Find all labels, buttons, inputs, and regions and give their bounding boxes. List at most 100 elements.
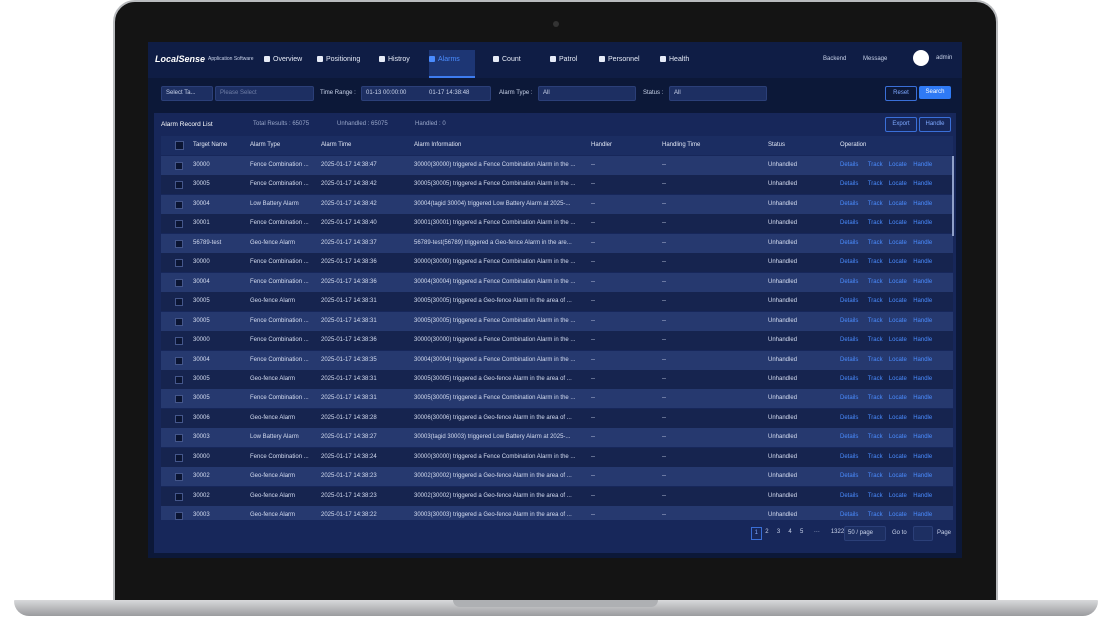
table-row[interactable]: 30005 Geo-fence Alarm 2025-01-17 14:38:31 3… bbox=[161, 369, 953, 389]
nav-item[interactable]: Histroy bbox=[388, 56, 410, 63]
operation-link[interactable]: Track bbox=[867, 512, 883, 519]
operation-link[interactable]: Track bbox=[867, 162, 883, 168]
operation-link[interactable]: Details bbox=[840, 337, 859, 344]
page-button[interactable]: 2 bbox=[765, 529, 769, 535]
operation-link[interactable]: Locate bbox=[888, 395, 907, 402]
operation-link[interactable]: Locate bbox=[888, 181, 907, 188]
row-checkbox[interactable] bbox=[175, 317, 183, 326]
nav-item[interactable]: Health bbox=[669, 56, 690, 63]
operation-link[interactable]: Track bbox=[867, 317, 883, 324]
page-button[interactable]: ··· bbox=[813, 529, 820, 535]
operation-link[interactable]: Locate bbox=[888, 200, 907, 207]
operation-link[interactable]: Locate bbox=[888, 414, 907, 421]
row-checkbox[interactable] bbox=[175, 239, 183, 248]
row-checkbox[interactable] bbox=[175, 414, 183, 423]
row-checkbox[interactable] bbox=[175, 298, 183, 307]
operation-link[interactable]: Locate bbox=[888, 473, 907, 480]
user[interactable]: admin bbox=[936, 55, 953, 61]
operation-link[interactable]: Locate bbox=[888, 278, 907, 285]
nav-item[interactable]: Personnel bbox=[608, 56, 640, 63]
row-checkbox[interactable] bbox=[175, 200, 183, 209]
operation-link[interactable]: Details bbox=[840, 453, 859, 460]
page-size-select[interactable] bbox=[844, 526, 886, 541]
row-checkbox[interactable] bbox=[175, 375, 183, 384]
page-button[interactable]: 3 bbox=[776, 529, 781, 535]
operation-link[interactable]: Track bbox=[867, 395, 883, 402]
operation-link[interactable]: Track bbox=[867, 434, 883, 441]
row-checkbox[interactable] bbox=[175, 473, 183, 482]
operation-link[interactable]: Locate bbox=[888, 239, 907, 246]
page-button[interactable]: 5 bbox=[800, 529, 804, 535]
operation-link[interactable]: Locate bbox=[888, 220, 907, 227]
operation-link[interactable]: Track bbox=[867, 473, 883, 480]
operation-link[interactable]: Details bbox=[840, 356, 859, 363]
operation-link[interactable]: Track bbox=[867, 200, 883, 207]
operation-link[interactable]: Details bbox=[840, 181, 859, 188]
operation-link[interactable]: Handle bbox=[913, 434, 933, 441]
operation-link[interactable]: Locate bbox=[888, 492, 907, 499]
row-checkbox[interactable] bbox=[175, 356, 183, 365]
nav-item[interactable]: Overview bbox=[273, 56, 303, 63]
operation-link[interactable]: Details bbox=[840, 239, 859, 246]
row-checkbox[interactable] bbox=[175, 453, 183, 462]
row-checkbox[interactable] bbox=[175, 181, 183, 190]
operation-link[interactable]: Details bbox=[840, 473, 859, 480]
operation-link[interactable]: Track bbox=[867, 453, 883, 460]
operation-link[interactable]: Track bbox=[867, 298, 883, 305]
page-button[interactable]: 4 bbox=[788, 529, 792, 535]
operation-link[interactable]: Track bbox=[867, 356, 883, 363]
operation-link[interactable]: Handle bbox=[913, 375, 933, 382]
operation-link[interactable]: Locate bbox=[888, 512, 907, 519]
row-checkbox[interactable] bbox=[175, 337, 183, 346]
row-checkbox[interactable] bbox=[175, 395, 183, 404]
table-row[interactable]: 30005 Fence Combination ... 2025-01-17 14:… bbox=[161, 311, 953, 331]
handle-button[interactable]: Handle bbox=[919, 117, 951, 132]
operation-link[interactable]: Handle bbox=[913, 181, 933, 188]
table-row[interactable]: 30006 Geo-fence Alarm 2025-01-17 14:38:28 3… bbox=[161, 408, 953, 428]
operation-link[interactable]: Locate bbox=[888, 356, 907, 363]
tag-input[interactable] bbox=[215, 86, 314, 101]
message[interactable]: Message bbox=[863, 56, 888, 62]
table-row[interactable]: 30000 Fence Combination ... 2025-01-17 14:… bbox=[161, 447, 953, 467]
operation-link[interactable]: Details bbox=[840, 220, 859, 227]
operation-link[interactable]: Locate bbox=[888, 317, 907, 324]
operation-link[interactable]: Details bbox=[840, 259, 859, 266]
operation-link[interactable]: Handle bbox=[913, 298, 933, 305]
goto-input[interactable] bbox=[913, 526, 933, 541]
table-row[interactable]: 30002 Geo-fence Alarm 2025-01-17 14:38:23 3… bbox=[161, 486, 953, 506]
avatar[interactable] bbox=[913, 50, 929, 66]
row-checkbox[interactable] bbox=[175, 162, 183, 170]
operation-link[interactable]: Track bbox=[867, 239, 883, 246]
operation-link[interactable]: Handle bbox=[913, 259, 933, 266]
operation-link[interactable]: Track bbox=[867, 375, 883, 382]
operation-link[interactable]: Handle bbox=[913, 395, 933, 402]
operation-link[interactable]: Handle bbox=[913, 317, 933, 324]
operation-link[interactable]: Details bbox=[840, 434, 859, 441]
row-checkbox[interactable] bbox=[175, 492, 183, 501]
table-row[interactable]: 30001 Fence Combination ... 2025-01-17 14:… bbox=[161, 214, 953, 234]
table-row[interactable]: 30005 Fence Combination ... 2025-01-17 14:… bbox=[161, 175, 953, 195]
operation-link[interactable]: Handle bbox=[913, 453, 933, 460]
table-row[interactable]: 30004 Low Battery Alarm 2025-01-17 14:38:4… bbox=[161, 194, 953, 214]
search-button[interactable]: Search bbox=[919, 86, 951, 99]
table-row[interactable]: 30005 Geo-fence Alarm 2025-01-17 14:38:31 3… bbox=[161, 292, 953, 312]
operation-link[interactable]: Handle bbox=[913, 162, 933, 168]
operation-link[interactable]: Track bbox=[867, 181, 883, 188]
operation-link[interactable]: Handle bbox=[913, 337, 933, 344]
row-checkbox[interactable] bbox=[175, 512, 183, 520]
row-checkbox[interactable] bbox=[175, 278, 183, 287]
operation-link[interactable]: Locate bbox=[888, 375, 907, 382]
operation-link[interactable]: Details bbox=[840, 298, 859, 305]
operation-link[interactable]: Details bbox=[840, 317, 859, 324]
table-row[interactable]: 30000 Fence Combination ... 2025-01-17 14:… bbox=[161, 253, 953, 273]
operation-link[interactable]: Locate bbox=[888, 298, 907, 305]
table-row[interactable]: 30003 Low Battery Alarm 2025-01-17 14:38:2… bbox=[161, 428, 953, 448]
status-select[interactable] bbox=[669, 86, 767, 101]
operation-link[interactable]: Details bbox=[840, 414, 859, 421]
operation-link[interactable]: Handle bbox=[913, 492, 933, 499]
table-row[interactable]: 30004 Fence Combination ... 2025-01-17 14:… bbox=[161, 350, 953, 370]
page-button[interactable]: 1 bbox=[751, 527, 762, 540]
nav-item[interactable]: Count bbox=[502, 56, 521, 63]
operation-link[interactable]: Details bbox=[840, 492, 859, 499]
table-row[interactable]: 30004 Fence Combination ... 2025-01-17 14:… bbox=[161, 272, 953, 292]
